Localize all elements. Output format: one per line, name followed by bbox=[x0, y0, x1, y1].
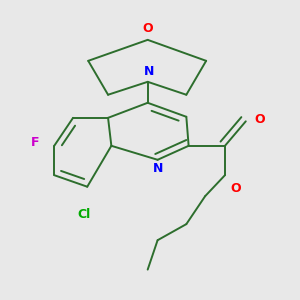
Text: O: O bbox=[254, 113, 265, 126]
Text: O: O bbox=[142, 22, 153, 34]
Text: N: N bbox=[143, 65, 154, 78]
Text: F: F bbox=[31, 136, 39, 149]
Text: N: N bbox=[152, 161, 163, 175]
Text: O: O bbox=[230, 182, 241, 195]
Text: Cl: Cl bbox=[77, 208, 91, 221]
